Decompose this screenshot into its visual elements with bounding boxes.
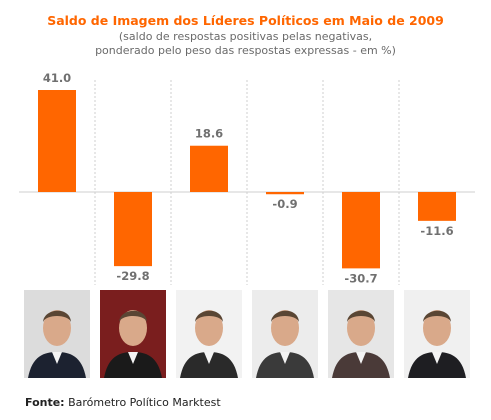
- leader-2-photo: [100, 290, 166, 378]
- chart-title: Saldo de Imagem dos Líderes Políticos em…: [47, 13, 444, 28]
- data-label: -0.9: [272, 197, 297, 211]
- leader-6-photo: [404, 290, 470, 378]
- data-label: -29.8: [116, 269, 149, 283]
- bar: [266, 192, 304, 195]
- bar: [418, 192, 456, 221]
- bar: [190, 145, 228, 192]
- source-note: Fonte: Barómetro Político Marktest: [25, 396, 221, 409]
- leader-1-photo: [24, 290, 90, 378]
- leader-5-photo: [328, 290, 394, 378]
- portrait-silhouette-icon: [24, 290, 90, 378]
- bar: [342, 192, 380, 269]
- portrait-silhouette-icon: [100, 290, 166, 378]
- leader-3-photo: [176, 290, 242, 378]
- source-label: Fonte:: [25, 396, 65, 409]
- chart-subtitle: (saldo de respostas positivas pelas nega…: [0, 30, 491, 58]
- portrait-silhouette-icon: [328, 290, 394, 378]
- bar-chart: 41.0 -29.8 18.6 -0.9 -30.7 -11.6: [19, 71, 475, 285]
- bar: [114, 192, 152, 267]
- data-label: 18.6: [195, 127, 223, 141]
- subtitle-line-2: ponderado pelo peso das respostas expres…: [95, 44, 396, 57]
- data-label: -30.7: [344, 271, 377, 285]
- source-text: Barómetro Político Marktest: [68, 396, 221, 409]
- leader-photos-row: [0, 290, 491, 380]
- bar: [38, 90, 76, 192]
- data-label: -11.6: [420, 224, 453, 238]
- leader-4-photo: [252, 290, 318, 378]
- portrait-silhouette-icon: [404, 290, 470, 378]
- portrait-silhouette-icon: [176, 290, 242, 378]
- subtitle-line-1: (saldo de respostas positivas pelas nega…: [118, 30, 373, 43]
- portrait-silhouette-icon: [252, 290, 318, 378]
- data-label: 41.0: [43, 71, 71, 85]
